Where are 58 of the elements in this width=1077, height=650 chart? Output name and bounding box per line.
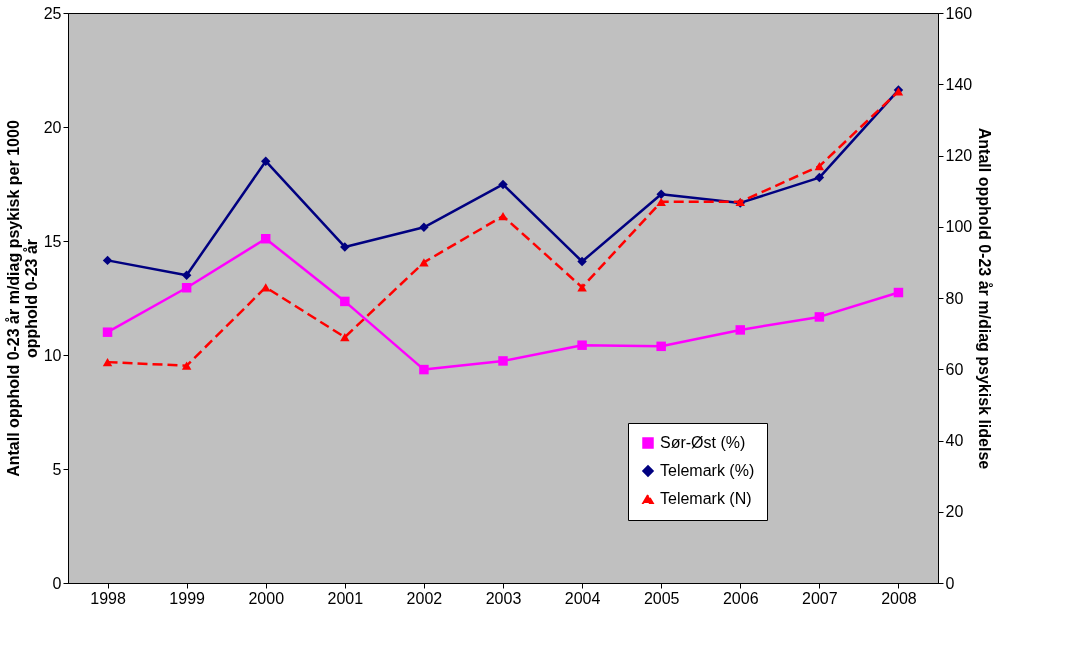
point [340,242,350,252]
y2-tick-label: 20 [945,503,964,521]
y2-tick-label: 80 [945,289,964,307]
x-tick-label: 2006 [722,589,759,607]
x-tick-label: 2004 [564,589,601,607]
point [498,211,508,221]
y2-tick-label: 0 [945,574,955,592]
y-tick-label: 0 [52,574,62,592]
point [577,256,587,267]
point [893,287,904,298]
point [735,325,746,335]
point [656,197,666,206]
y-tick-label: 15 [43,232,62,250]
point [260,156,271,166]
point [260,233,271,244]
point [656,341,666,352]
point [340,296,350,307]
point [102,358,113,367]
y2-axis-title: Antall opphold 0-23 år m/diag psykisk lidelse [976,127,994,470]
point [498,179,508,190]
y-tick-label: 5 [52,460,62,478]
point [814,162,825,171]
y2-tick-label: 100 [945,218,973,236]
y2-tick-label: 120 [945,147,973,164]
y2-tick-label: 140 [945,75,973,93]
legend-label: Telemark (%) [660,462,755,479]
point [656,189,666,199]
y-tick-label: 25 [43,4,62,22]
legend-label: Sør-Øst (%) [660,434,746,451]
y-axis-title: Antall opphold 0-23 år m/diag psykisk per 1000 opphold 0-23 år [4,120,40,477]
point [102,327,113,337]
point [577,283,587,292]
point [181,361,192,370]
x-tick-label: 2003 [485,589,522,607]
point [181,270,192,280]
x-tick-label: 1998 [90,589,126,607]
x-tick-label: 2001 [327,589,364,607]
point [814,172,825,183]
y2-tick-label: 40 [945,432,964,449]
y-tick-label: 10 [43,346,62,364]
x-tick-label: 2007 [802,589,838,607]
y-tick-label: 20 [43,118,62,136]
y2-tick-label: 160 [945,4,973,22]
y2-tick-label: 60 [945,360,964,378]
x-tick-label: 2005 [643,589,680,607]
point [102,255,113,266]
point [419,222,429,233]
x-tick-label: 2000 [248,589,285,607]
x-tick-label: 2002 [406,589,443,607]
point [577,340,587,350]
point [181,283,192,293]
point [340,333,350,342]
x-tick-label: 2008 [881,589,917,607]
legend-label: Telemark (N) [660,490,752,507]
point [419,364,429,375]
x-tick-label: 1999 [169,589,206,607]
point [814,312,825,322]
point [498,356,508,366]
